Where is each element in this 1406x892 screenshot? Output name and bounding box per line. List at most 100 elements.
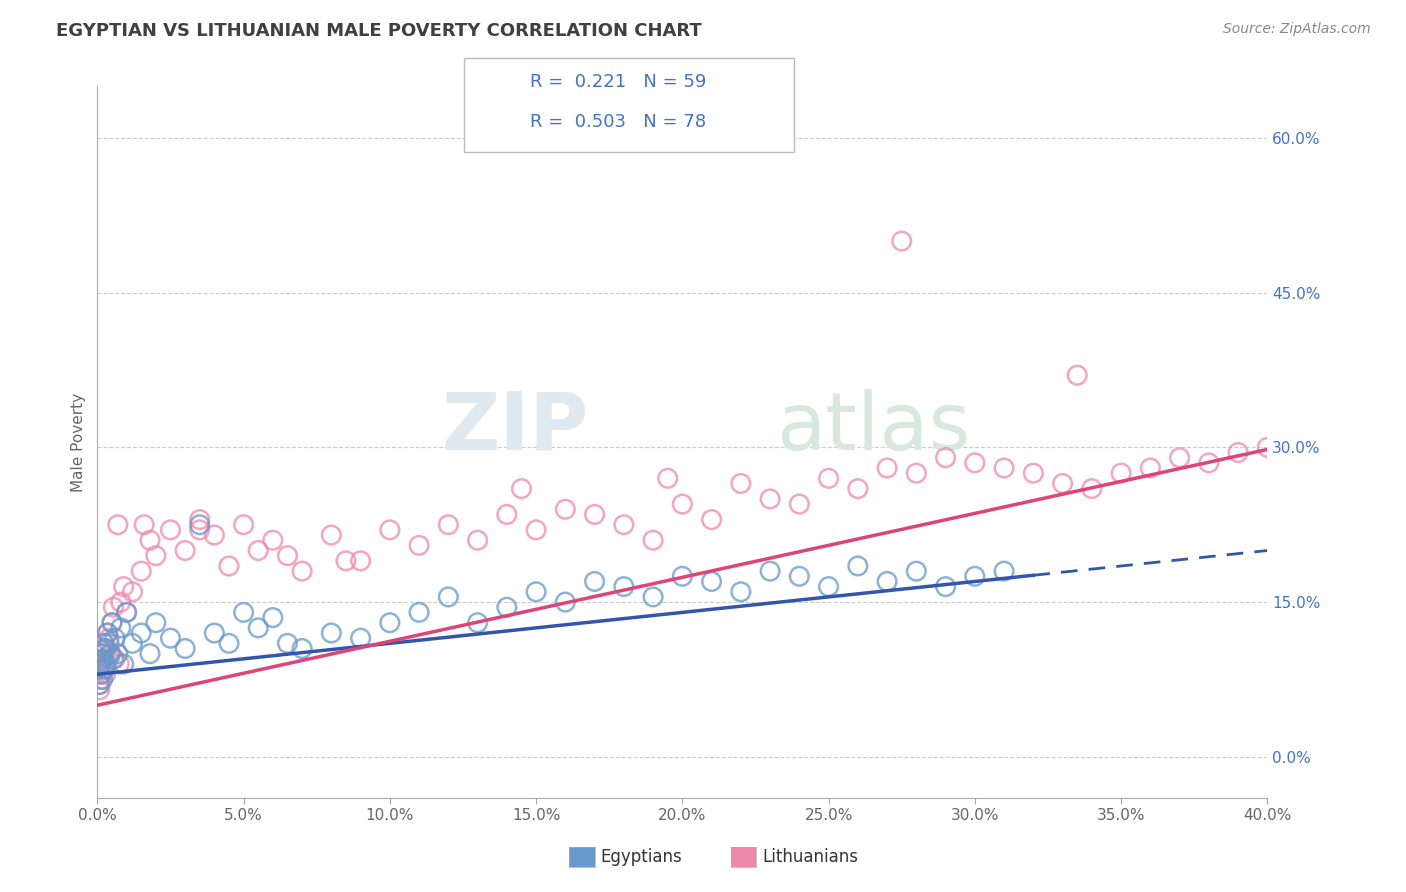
Point xyxy=(730,584,752,599)
Point xyxy=(91,662,114,676)
Point xyxy=(115,606,138,620)
Point xyxy=(730,476,752,491)
Point xyxy=(613,580,636,594)
Text: Lithuanians: Lithuanians xyxy=(762,848,858,866)
Point xyxy=(789,569,811,583)
Point xyxy=(321,528,343,542)
Text: Source: ZipAtlas.com: Source: ZipAtlas.com xyxy=(1223,22,1371,37)
Point xyxy=(112,580,135,594)
Point xyxy=(700,512,723,526)
Point xyxy=(613,517,636,532)
Point xyxy=(93,641,115,656)
Point xyxy=(583,574,606,589)
Point xyxy=(93,636,115,650)
Point xyxy=(104,631,127,645)
Point xyxy=(89,682,111,697)
Point xyxy=(349,554,371,568)
Point xyxy=(876,574,898,589)
Point xyxy=(1052,476,1074,491)
Point xyxy=(101,615,124,630)
Point xyxy=(107,517,129,532)
Point xyxy=(1066,368,1088,383)
Point xyxy=(89,677,111,691)
Point xyxy=(291,641,314,656)
Text: R =  0.503   N = 78: R = 0.503 N = 78 xyxy=(530,112,706,130)
Point xyxy=(98,636,121,650)
Point xyxy=(1168,450,1191,465)
Point xyxy=(90,647,112,661)
Point xyxy=(218,636,240,650)
Point xyxy=(789,497,811,511)
Point xyxy=(94,657,117,671)
Point xyxy=(759,491,782,506)
Point xyxy=(963,569,986,583)
Text: ZIP: ZIP xyxy=(441,389,589,467)
Point xyxy=(97,626,120,640)
Point xyxy=(643,533,665,548)
Point xyxy=(378,523,401,537)
Point xyxy=(218,559,240,574)
Point xyxy=(495,508,517,522)
Point xyxy=(93,662,115,676)
Point xyxy=(262,610,284,624)
Point xyxy=(890,234,912,248)
Point xyxy=(247,621,270,635)
Point xyxy=(115,606,138,620)
Point xyxy=(139,533,162,548)
Point xyxy=(1256,441,1278,455)
Point xyxy=(671,569,693,583)
Point xyxy=(108,657,131,671)
Point xyxy=(262,533,284,548)
Point xyxy=(583,508,606,522)
Point xyxy=(103,600,125,615)
Point xyxy=(121,636,143,650)
Point xyxy=(94,641,117,656)
Point xyxy=(97,626,120,640)
Point xyxy=(321,626,343,640)
Point xyxy=(408,606,430,620)
Point xyxy=(89,667,111,681)
Point xyxy=(121,584,143,599)
Point xyxy=(437,590,460,604)
Point xyxy=(98,631,121,645)
Point xyxy=(129,626,152,640)
Point xyxy=(107,647,129,661)
Y-axis label: Male Poverty: Male Poverty xyxy=(72,392,86,491)
Point xyxy=(247,543,270,558)
Point xyxy=(1139,461,1161,475)
Point xyxy=(232,606,254,620)
Point xyxy=(188,512,211,526)
Point xyxy=(905,564,928,578)
Point xyxy=(276,549,298,563)
Point xyxy=(378,615,401,630)
Point xyxy=(91,652,114,666)
Point xyxy=(232,517,254,532)
Point xyxy=(335,554,357,568)
Point xyxy=(876,461,898,475)
Text: EGYPTIAN VS LITHUANIAN MALE POVERTY CORRELATION CHART: EGYPTIAN VS LITHUANIAN MALE POVERTY CORR… xyxy=(56,22,702,40)
Point xyxy=(134,517,156,532)
Text: Egyptians: Egyptians xyxy=(600,848,682,866)
Point xyxy=(1109,466,1132,480)
Point xyxy=(495,600,517,615)
Point xyxy=(90,673,112,687)
Point xyxy=(1227,445,1250,459)
Point xyxy=(174,641,197,656)
Point xyxy=(963,456,986,470)
Point xyxy=(188,523,211,537)
Point xyxy=(437,517,460,532)
Text: R =  0.221   N = 59: R = 0.221 N = 59 xyxy=(530,73,706,91)
Point xyxy=(159,523,181,537)
Point xyxy=(408,538,430,552)
Point xyxy=(993,461,1015,475)
Point xyxy=(110,621,132,635)
Point xyxy=(87,677,110,691)
Point xyxy=(657,471,679,485)
Point xyxy=(90,667,112,681)
Point xyxy=(1198,456,1220,470)
Point xyxy=(935,580,957,594)
Point xyxy=(103,652,125,666)
Point xyxy=(846,482,869,496)
Text: atlas: atlas xyxy=(776,389,970,467)
Point xyxy=(139,647,162,661)
